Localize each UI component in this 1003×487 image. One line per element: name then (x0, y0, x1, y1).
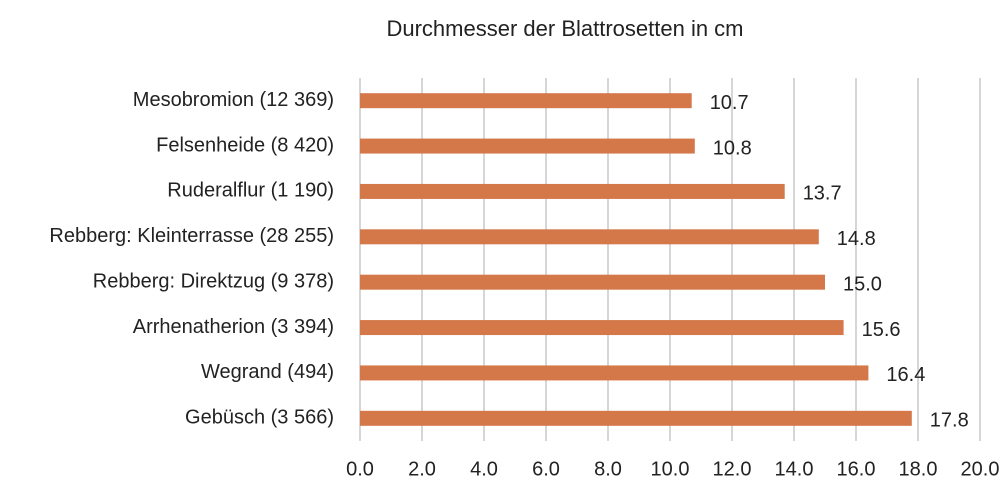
x-tick-label: 2.0 (408, 458, 436, 480)
bar (360, 183, 785, 199)
x-tick-label: 18.0 (899, 458, 938, 480)
y-tick-label: Ruderalflur (1 190) (167, 180, 334, 202)
y-tick-label: Wegrand (494) (201, 361, 334, 383)
y-tick-label: Arrhenatherion (3 394) (133, 316, 334, 338)
data-label: 17.8 (930, 410, 969, 432)
bar (360, 365, 869, 381)
data-label: 10.7 (710, 92, 749, 114)
bar (360, 274, 825, 290)
x-tick-label: 12.0 (713, 458, 752, 480)
data-label: 16.4 (886, 364, 925, 386)
x-tick-label: 20.0 (961, 458, 1000, 480)
y-tick-label: Felsenheide (8 420) (156, 134, 334, 156)
x-tick-label: 16.0 (837, 458, 876, 480)
y-tick-label: Mesobromion (12 369) (133, 89, 334, 111)
x-tick-label: 6.0 (532, 458, 560, 480)
data-label: 14.8 (837, 228, 876, 250)
x-tick-label: 0.0 (346, 458, 374, 480)
chart-title: Durchmesser der Blattrosetten in cm (386, 16, 743, 41)
data-label: 15.0 (843, 273, 882, 295)
bar (360, 320, 844, 336)
y-tick-label: Gebüsch (3 566) (185, 407, 334, 429)
x-tick-label: 10.0 (651, 458, 690, 480)
bar (360, 229, 819, 245)
data-label: 10.8 (713, 137, 752, 159)
bar (360, 138, 695, 154)
bar (360, 410, 912, 426)
bar (360, 93, 692, 109)
x-tick-label: 8.0 (594, 458, 622, 480)
x-tick-label: 14.0 (775, 458, 814, 480)
y-tick-label: Rebberg: Kleinterrasse (28 255) (49, 225, 334, 247)
data-label: 15.6 (862, 319, 901, 341)
data-label: 13.7 (803, 183, 842, 205)
x-tick-label: 4.0 (470, 458, 498, 480)
y-tick-label: Rebberg: Direktzug (9 378) (93, 270, 334, 292)
